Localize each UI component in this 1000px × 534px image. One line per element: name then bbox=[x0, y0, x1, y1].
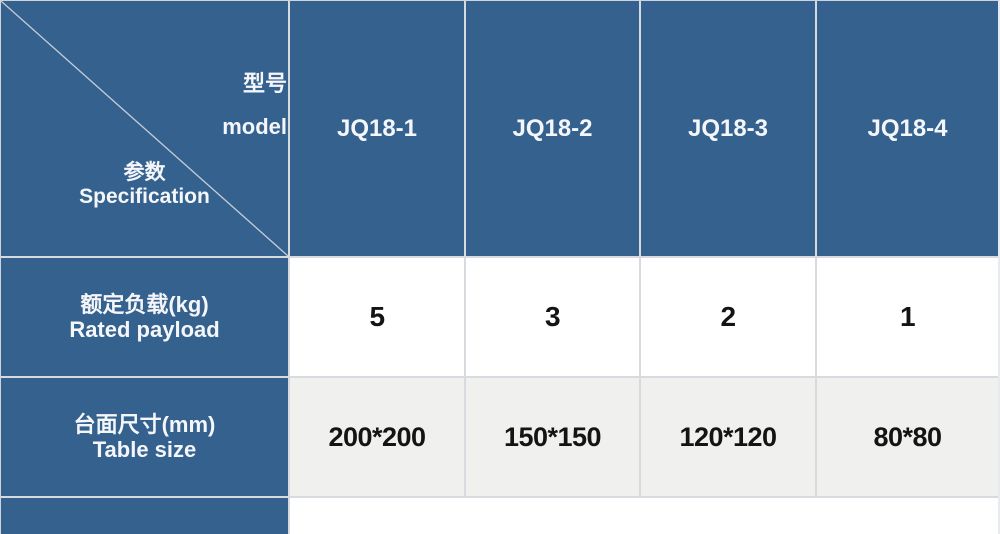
row-label-table-size-en: Table size bbox=[92, 437, 197, 462]
cell-table-size-jq18-1: 200*200 bbox=[290, 378, 464, 496]
cell-rated-payload-jq18-4: 1 bbox=[817, 258, 998, 376]
row-label-table-size: 台面尺寸(mm) Table size bbox=[1, 378, 288, 496]
row-label-rated-payload-zh: 额定负载(kg) bbox=[80, 292, 209, 317]
model-header-jq18-2: JQ18-2 bbox=[466, 1, 639, 256]
corner-header-cell: 型号 model 参数 Specification bbox=[1, 1, 288, 256]
corner-spec-heading: 参数 Specification bbox=[1, 161, 288, 209]
diagonal-divider-line bbox=[1, 1, 288, 256]
row-label-table-size-zh: 台面尺寸(mm) bbox=[73, 412, 216, 437]
corner-spec-zh: 参数 bbox=[123, 161, 166, 184]
corner-model-zh: 型号 bbox=[242, 71, 287, 96]
model-header-jq18-4: JQ18-4 bbox=[817, 1, 998, 256]
cell-rated-payload-jq18-1: 5 bbox=[290, 258, 464, 376]
corner-spec-en: Specification bbox=[79, 185, 210, 208]
model-header-jq18-3: JQ18-3 bbox=[641, 1, 815, 256]
row-label-rated-payload: 额定负载(kg) Rated payload bbox=[1, 258, 288, 376]
row-partial-data-area bbox=[290, 498, 998, 534]
corner-model-en: model bbox=[222, 114, 287, 139]
corner-model-heading: 型号 model bbox=[222, 71, 287, 140]
row-label-partial bbox=[1, 498, 288, 534]
model-header-jq18-1: JQ18-1 bbox=[290, 1, 464, 256]
row-label-rated-payload-en: Rated payload bbox=[69, 317, 220, 342]
cell-rated-payload-jq18-2: 3 bbox=[466, 258, 639, 376]
cell-table-size-jq18-2: 150*150 bbox=[466, 378, 639, 496]
cell-rated-payload-jq18-3: 2 bbox=[641, 258, 815, 376]
cell-table-size-jq18-4: 80*80 bbox=[817, 378, 998, 496]
cell-table-size-jq18-3: 120*120 bbox=[641, 378, 815, 496]
